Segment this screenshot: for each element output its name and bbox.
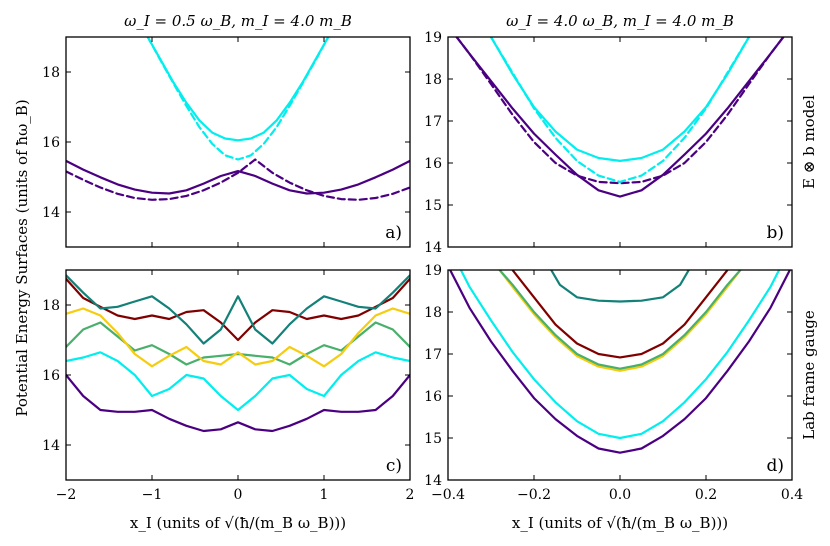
series-line-green [500, 270, 741, 369]
y-tick-label: 14 [424, 473, 442, 489]
row-label-top: E ⊗ b model [800, 95, 818, 189]
series-line-cyan [491, 37, 749, 161]
series-line-purple-dashed [66, 160, 410, 200]
x-tick-label: −0.2 [517, 487, 551, 503]
panel-label: c) [386, 456, 402, 476]
axes-frame [66, 37, 410, 247]
series-line-darkred [66, 279, 410, 340]
curves-group [66, 275, 410, 431]
series-line-gold [500, 270, 741, 371]
y-tick-label: 16 [424, 156, 442, 172]
series-line-cyan [148, 37, 329, 140]
x-tick-label: 0.2 [695, 487, 717, 503]
column-title-left: ω_I = 0.5 ω_B, m_I = 4.0 m_B [124, 12, 352, 30]
series-line-cyan [461, 270, 779, 438]
x-axis-label-left: x_I (units of √(ħ/(m_B ω_B))) [130, 514, 346, 532]
y-tick-label: 18 [424, 305, 442, 321]
series-line-purple [448, 266, 792, 453]
x-tick-label: 1 [320, 487, 329, 503]
x-tick-label: −1 [142, 487, 163, 503]
panel-label: a) [385, 223, 402, 243]
y-tick-label: 14 [42, 438, 60, 454]
x-tick-label: −0.4 [431, 487, 465, 503]
panel-b: 14 15 16 17 18 19 b) [424, 30, 792, 256]
y-tick-label: 18 [424, 72, 442, 88]
axes-frame [448, 37, 792, 247]
curves-group [457, 37, 784, 197]
panel-d: −0.4 −0.2 0.0 0.2 0.4 14 15 16 17 18 19 d) [424, 263, 803, 503]
series-line-darkred [513, 270, 728, 357]
x-tick-label: −2 [56, 487, 77, 503]
y-tick-label: 19 [424, 30, 442, 46]
panel-label: d) [766, 456, 784, 476]
y-tick-label: 15 [424, 198, 442, 214]
panel-label: b) [766, 223, 784, 243]
y-axis-label: Potential Energy Surfaces (units of ħω_B… [13, 99, 31, 416]
row-label-bottom: Lab frame gauge [800, 310, 818, 440]
y-tick-label: 16 [424, 389, 442, 405]
x-tick-label: 0.4 [781, 487, 803, 503]
panel-a: 14 16 18 a) [42, 37, 410, 247]
y-tick-label: 15 [424, 431, 442, 447]
column-title-right: ω_I = 4.0 ω_B, m_I = 4.0 m_B [506, 12, 734, 30]
x-tick-label: 2 [406, 487, 415, 503]
y-tick-label: 14 [424, 240, 442, 256]
x-tick-label: 0 [234, 487, 243, 503]
y-tick-label: 14 [42, 205, 60, 221]
axes-frame [66, 270, 410, 480]
y-tick-label: 18 [42, 65, 60, 81]
y-tick-label: 16 [42, 135, 60, 151]
curves-group [448, 266, 792, 453]
series-line-purple [66, 375, 410, 431]
series-line-purple [66, 161, 410, 194]
y-tick-label: 16 [42, 368, 60, 384]
x-axis-label-right: x_I (units of √(ħ/(m_B ω_B))) [512, 514, 728, 532]
series-line-green [66, 323, 410, 365]
curves-group [66, 37, 410, 200]
y-tick-label: 17 [424, 114, 442, 130]
y-tick-label: 18 [42, 298, 60, 314]
y-tick-label: 17 [424, 347, 442, 363]
y-tick-label: 19 [424, 263, 442, 279]
x-tick-label: 0.0 [609, 487, 631, 503]
series-line-cyan [66, 352, 410, 410]
